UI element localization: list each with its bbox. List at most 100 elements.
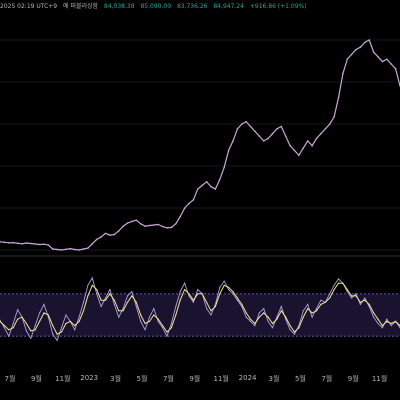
price-point <box>0 241 1 243</box>
oscillator-fast-point <box>135 305 137 308</box>
x-tick-label: 11월 <box>213 375 229 383</box>
price-point <box>219 178 221 181</box>
oscillator-slow-point <box>232 291 234 293</box>
oscillator-slow-point <box>78 320 80 322</box>
oscillator-slow-point <box>285 316 287 318</box>
oscillator-fast-point <box>337 278 340 280</box>
oscillator-fast-point <box>298 325 300 327</box>
price-point <box>372 51 375 53</box>
oscillator-slow-point <box>170 327 172 329</box>
price-point <box>377 56 379 58</box>
price-point <box>166 227 168 229</box>
price-point <box>109 234 111 236</box>
oscillator-fast-point <box>241 305 243 308</box>
oscillator-slow-point <box>351 295 353 297</box>
oscillator-slow-point <box>65 322 67 325</box>
oscillator-slow-point <box>386 320 388 322</box>
header-high: 85,090.00 <box>140 3 172 10</box>
price-point <box>232 140 234 142</box>
price-point <box>148 224 151 227</box>
price-point <box>298 154 300 157</box>
price-point <box>183 207 186 209</box>
x-tick-label: 9월 <box>30 375 42 383</box>
price-point <box>214 188 217 190</box>
oscillator-slow-point <box>223 284 225 286</box>
price-point <box>73 248 76 251</box>
oscillator-fast-point <box>109 289 111 291</box>
oscillator-slow-point <box>82 310 85 312</box>
oscillator-fast-point <box>311 316 313 318</box>
oscillator-fast-point <box>346 291 348 293</box>
oscillator-slow-point <box>364 299 366 301</box>
price-grid <box>0 39 400 251</box>
oscillator-fast-point <box>386 318 388 320</box>
oscillator-pane <box>0 276 400 342</box>
oscillator-slow-point <box>118 310 120 312</box>
price-point <box>170 226 173 229</box>
price-point <box>289 144 291 147</box>
price-point <box>157 223 159 226</box>
oscillator-fast-point <box>96 293 98 295</box>
price-series-group <box>0 39 400 251</box>
oscillator-fast-point <box>0 319 1 321</box>
price-point <box>394 68 397 70</box>
oscillator-slow-point <box>34 329 36 331</box>
header-open: 84,038.38 <box>104 3 135 10</box>
x-tick-label: 9월 <box>189 375 201 383</box>
price-point <box>245 120 247 123</box>
oscillator-fast-point <box>91 277 93 279</box>
price-point <box>135 219 138 221</box>
x-tick-label: 7월 <box>162 375 174 383</box>
price-point <box>390 63 393 65</box>
oscillator-fast-point <box>351 297 353 299</box>
oscillator-slow-point <box>8 329 10 331</box>
oscillator-slow-point <box>87 295 89 297</box>
price-point <box>47 244 50 246</box>
oscillator-fast-point <box>118 316 120 318</box>
oscillator-fast-point <box>25 330 27 332</box>
oscillator-fast-point <box>271 327 274 329</box>
oscillator-fast-point <box>381 327 383 329</box>
oscillator-fast-point <box>320 299 322 301</box>
oscillator-fast-point <box>254 325 256 327</box>
oscillator-fast-point <box>39 312 41 314</box>
price-point <box>179 215 181 218</box>
price-point <box>175 223 177 225</box>
oscillator-fast-point <box>333 284 335 286</box>
price-point <box>267 137 269 140</box>
oscillator-slow-point <box>100 299 102 301</box>
price-point <box>100 236 102 238</box>
oscillator-slow-point <box>271 322 274 325</box>
oscillator-slow-point <box>0 320 1 322</box>
price-point <box>65 248 67 251</box>
oscillator-slow-point <box>74 325 76 327</box>
price-point <box>254 130 256 133</box>
oscillator-fast-point <box>78 316 80 318</box>
oscillator-fast-point <box>368 305 370 308</box>
oscillator-slow-point <box>210 310 212 312</box>
oscillator-fast-point <box>214 303 216 305</box>
oscillator-fast-point <box>82 301 85 303</box>
oscillator-fast-point <box>258 312 260 314</box>
oscillator-slow-point <box>148 320 151 322</box>
oscillator-fast-point <box>192 301 194 303</box>
price-point <box>293 149 296 152</box>
oscillator-fast-point <box>373 316 375 318</box>
oscillator-slow-point <box>390 322 392 325</box>
oscillator-slow-point <box>188 293 190 295</box>
oscillator-slow-point <box>104 299 107 301</box>
oscillator-slow-point <box>254 322 256 325</box>
price-point <box>30 242 32 245</box>
oscillator-fast-point <box>285 318 287 320</box>
oscillator-slow-point <box>324 301 326 303</box>
price-point <box>258 135 261 137</box>
oscillator-slow-point <box>293 331 296 333</box>
price-point <box>328 123 331 125</box>
oscillator-slow-point <box>289 325 291 327</box>
oscillator-slow-point <box>131 295 133 297</box>
price-point <box>315 137 318 140</box>
oscillator-fast-point <box>126 295 129 297</box>
price-point <box>3 241 6 244</box>
oscillator-slow-point <box>126 301 129 303</box>
